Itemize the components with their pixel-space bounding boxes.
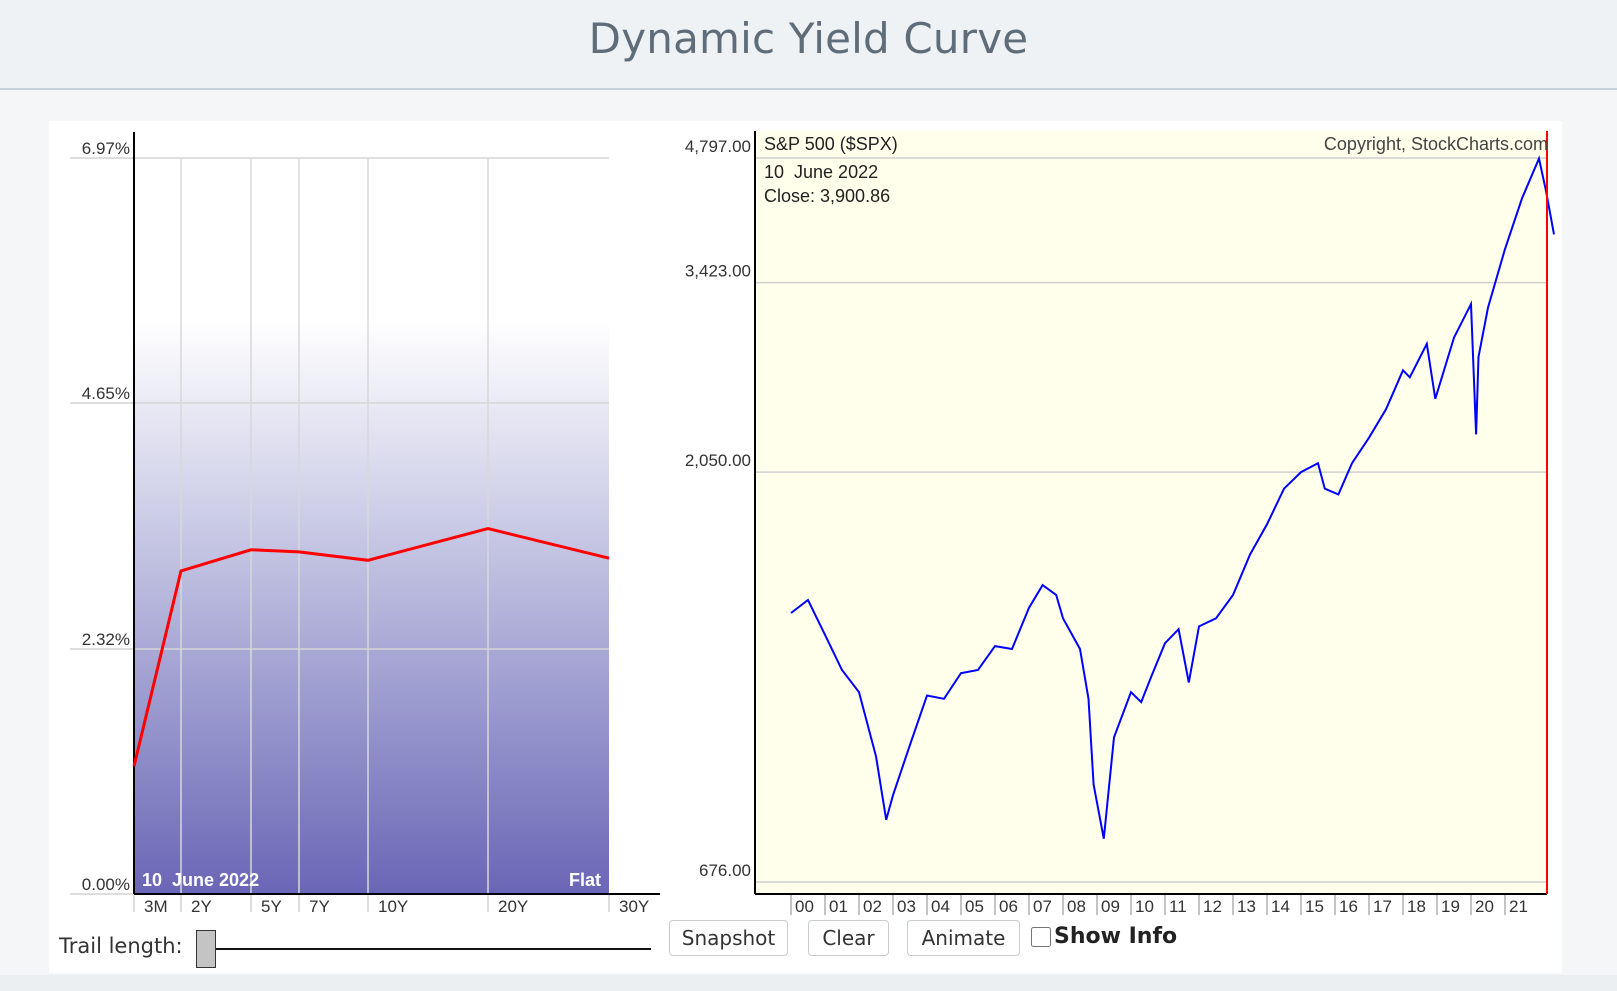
yield-y-tick-label: 6.97% [82,139,130,158]
show-info-label: Show Info [1054,924,1178,949]
show-info-checkbox[interactable] [1031,926,1051,947]
yield-curve-line [132,527,610,767]
snapshot-button[interactable]: Snapshot [669,920,788,956]
spx-x-tick-label: 02 [863,897,882,915]
spx-info-close: Close: 3,900.86 [764,186,890,206]
spx-x-tick-label: 05 [965,897,984,915]
spx-plot-area [755,131,1545,894]
spx-y-tick-label: 676.00 [699,861,751,880]
yield-x-tick-label: 30Y [619,897,649,915]
yield-y-tick-label: 4.65% [82,384,130,403]
spx-x-tick-label: 15 [1305,897,1324,915]
spx-x-tick-label: 06 [999,897,1018,915]
spx-y-tick-label: 3,423.00 [685,262,751,281]
spx-x-tick-label: 13 [1237,897,1256,915]
spx-x-tick-label: 03 [897,897,916,915]
spx-x-tick-label: 14 [1271,897,1290,915]
spx-y-tick-label: 2,050.00 [685,451,751,470]
spx-x-tick-label: 07 [1033,897,1052,915]
yield-status-label: Flat [569,870,601,890]
spx-x-tick-label: 04 [931,897,950,915]
spx-chart[interactable]: 676.00 2,050.00 3,423.00 4,797.00 00 01 02 03 04… [660,0,1560,915]
yield-x-tick-label: 7Y [309,897,330,915]
yield-date-label: 10 June 2022 [142,870,259,890]
page-footer-strip [0,975,1617,991]
trail-length-slider-handle[interactable] [196,930,216,968]
spx-x-tick-label: 19 [1441,897,1460,915]
spx-x-tick-label: 00 [795,897,814,915]
spx-x-tick-label: 10 [1135,897,1154,915]
yield-x-tick-label: 5Y [261,897,282,915]
yield-y-tick-label: 0.00% [82,875,130,894]
spx-x-tick-label: 21 [1509,897,1528,915]
spx-x-tick-label: 20 [1475,897,1494,915]
spx-price-line [790,155,1555,839]
yield-x-tick-label: 20Y [498,897,528,915]
clear-button[interactable]: Clear [808,920,889,956]
spx-x-tick-label: 16 [1339,897,1358,915]
page-title: Dynamic Yield Curve [588,14,1029,63]
spx-x-tick-label: 08 [1067,897,1086,915]
spx-info-date: 10 June 2022 [764,162,878,182]
yield-curve-chart[interactable]: 0.00% 2.32% 4.65% 6.97% 3M 2Y 5Y 7Y 10Y 20Y 30Y 10… [0,0,660,915]
spx-x-tick-label: 17 [1373,897,1392,915]
yield-x-tick-label: 10Y [378,897,408,915]
spx-x-tick-label: 18 [1407,897,1426,915]
show-info-toggle[interactable]: Show Info [1031,924,1177,949]
spx-copyright: Copyright, StockCharts.com [1324,134,1548,154]
yield-y-tick-label: 2.32% [82,630,130,649]
spx-x-tick-label: 01 [829,897,848,915]
trail-length-label: Trail length: [59,934,183,958]
page-header: Dynamic Yield Curve [0,0,1617,90]
spx-x-tick-label: 11 [1169,897,1187,915]
spx-x-tick-label: 09 [1101,897,1120,915]
spx-title: S&P 500 ($SPX) [764,134,898,154]
yield-x-tick-label: 3M [144,897,168,915]
spx-x-tick-label: 12 [1203,897,1222,915]
spx-y-tick-label: 4,797.00 [685,137,751,156]
trail-length-track[interactable] [206,948,651,950]
animate-button[interactable]: Animate [907,920,1020,956]
yield-plot-area [134,158,609,894]
yield-x-tick-label: 2Y [191,897,212,915]
